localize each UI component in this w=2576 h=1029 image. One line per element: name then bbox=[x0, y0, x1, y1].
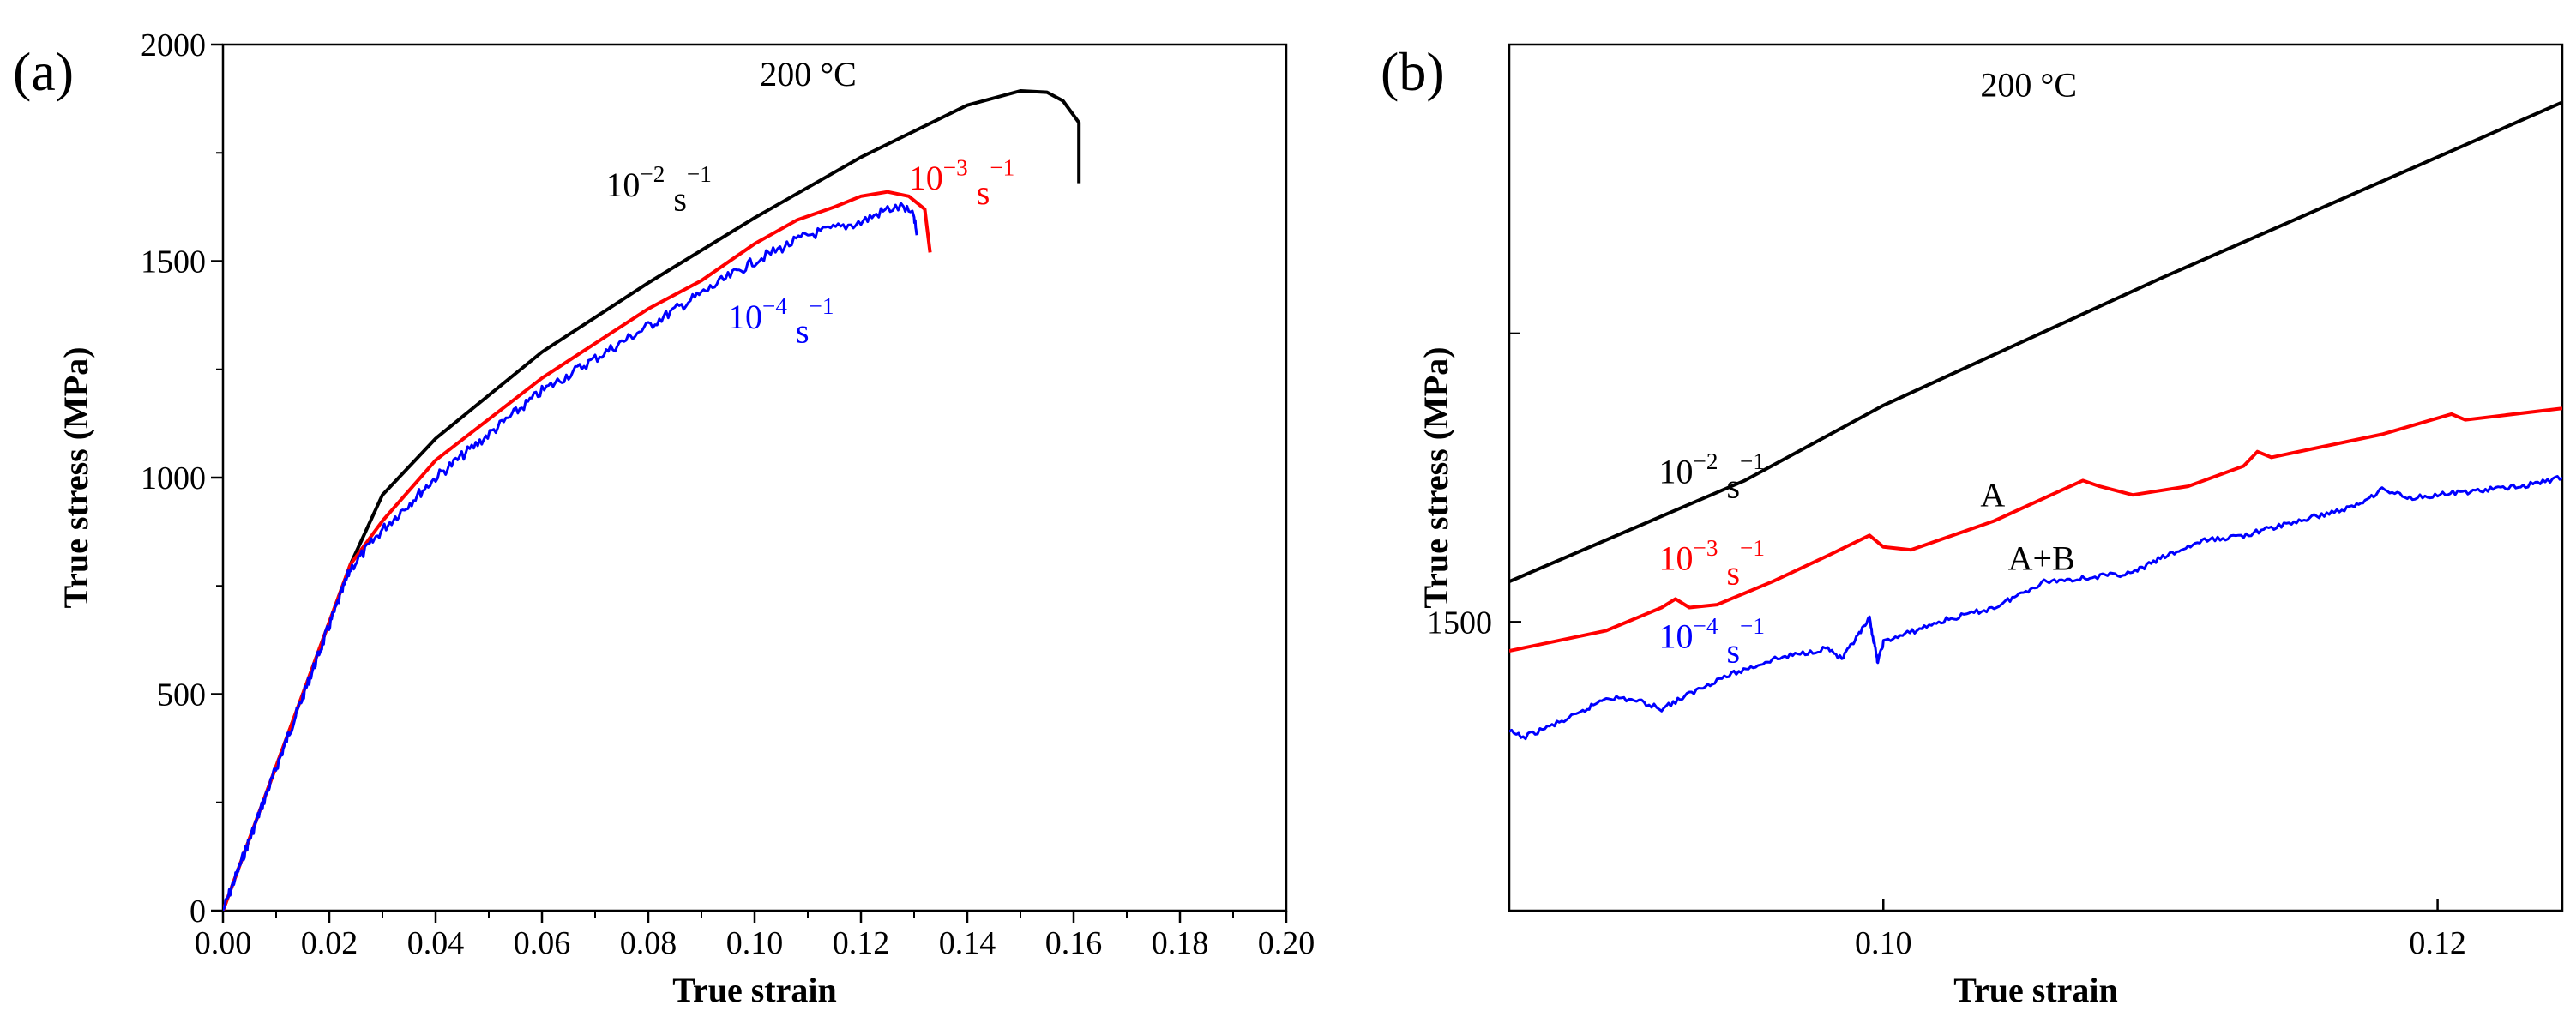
series-line bbox=[1509, 100, 2562, 584]
x-axis-title: True strain bbox=[672, 971, 836, 1009]
panel-b: 0.10 0.12 1500 True strain True stress (MPa)… bbox=[1381, 41, 2564, 1009]
rate-label: 10−2 s−1 bbox=[1659, 448, 1765, 506]
series-line bbox=[1509, 475, 2562, 741]
rate-label: 10−4 s−1 bbox=[1659, 613, 1765, 671]
y-axis-title: True stress (MPa) bbox=[1417, 346, 1455, 608]
x-tick-label: 0.20 bbox=[1258, 925, 1315, 961]
panel-a: 0.00 0.02 0.04 0.06 0.08 0.10 0.12 0.14 0.16 0.18… bbox=[13, 27, 1315, 1009]
y-tick-label: 0 bbox=[190, 894, 206, 930]
panel-label: (b) bbox=[1381, 41, 1445, 102]
x-axis-title: True strain bbox=[1953, 971, 2117, 1009]
x-tick-label: 0.14 bbox=[939, 925, 996, 961]
x-tick-label: 0.10 bbox=[1855, 925, 1912, 961]
region-label: A+B bbox=[2008, 539, 2075, 578]
rate-label: 10−4 s−1 bbox=[728, 293, 834, 351]
x-tick-label: 0.18 bbox=[1152, 925, 1209, 961]
x-tick-label: 0.16 bbox=[1045, 925, 1103, 961]
y-tick-label: 1500 bbox=[1427, 605, 1492, 641]
rate-label: 10−3 s−1 bbox=[1659, 535, 1765, 593]
x-tick-label: 0.12 bbox=[2409, 925, 2466, 961]
x-tick-label: 0.00 bbox=[195, 925, 252, 961]
series-line bbox=[223, 202, 918, 911]
y-tick-label: 2000 bbox=[141, 27, 206, 63]
y-axis-title: True stress (MPa) bbox=[57, 346, 95, 608]
x-tick-label: 0.04 bbox=[407, 925, 465, 961]
plot-frame bbox=[221, 43, 1288, 912]
y-tick-label: 500 bbox=[157, 677, 206, 713]
x-tick-label: 0.12 bbox=[833, 925, 890, 961]
series-line bbox=[223, 190, 932, 911]
temperature-label: 200 °C bbox=[1980, 66, 2077, 105]
rate-label: 10−2 s−1 bbox=[605, 161, 711, 219]
panel-label: (a) bbox=[13, 41, 74, 102]
series-line bbox=[223, 89, 1081, 911]
series-line bbox=[1509, 406, 2562, 653]
x-tick-label: 0.08 bbox=[620, 925, 677, 961]
x-tick-label: 0.10 bbox=[726, 925, 784, 961]
region-label: A bbox=[1980, 476, 2005, 514]
x-tick-label: 0.02 bbox=[301, 925, 358, 961]
y-tick-label: 1000 bbox=[141, 460, 206, 496]
y-tick-label: 1500 bbox=[141, 244, 206, 280]
x-tick-label: 0.06 bbox=[514, 925, 571, 961]
rate-label: 10−3 s−1 bbox=[909, 154, 1014, 212]
temperature-label: 200 °C bbox=[760, 55, 857, 93]
